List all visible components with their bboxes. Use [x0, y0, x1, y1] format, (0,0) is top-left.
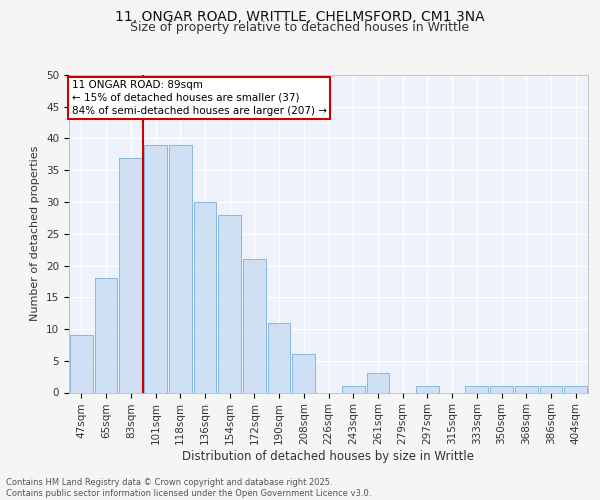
- Text: 11, ONGAR ROAD, WRITTLE, CHELMSFORD, CM1 3NA: 11, ONGAR ROAD, WRITTLE, CHELMSFORD, CM1…: [115, 10, 485, 24]
- Bar: [144, 145, 167, 392]
- Text: Contains HM Land Registry data © Crown copyright and database right 2025.
Contai: Contains HM Land Registry data © Crown c…: [6, 478, 371, 498]
- Bar: [268, 322, 290, 392]
- Bar: [564, 386, 587, 392]
- Bar: [367, 374, 389, 392]
- Bar: [95, 278, 118, 392]
- Bar: [342, 386, 365, 392]
- Bar: [119, 158, 142, 392]
- Bar: [292, 354, 315, 393]
- Bar: [416, 386, 439, 392]
- Bar: [218, 214, 241, 392]
- X-axis label: Distribution of detached houses by size in Writtle: Distribution of detached houses by size …: [182, 450, 475, 463]
- Bar: [515, 386, 538, 392]
- Text: Size of property relative to detached houses in Writtle: Size of property relative to detached ho…: [130, 21, 470, 34]
- Bar: [243, 259, 266, 392]
- Bar: [490, 386, 513, 392]
- Bar: [539, 386, 562, 392]
- Bar: [169, 145, 191, 392]
- Y-axis label: Number of detached properties: Number of detached properties: [31, 146, 40, 322]
- Bar: [194, 202, 216, 392]
- Bar: [70, 336, 93, 392]
- Bar: [466, 386, 488, 392]
- Text: 11 ONGAR ROAD: 89sqm
← 15% of detached houses are smaller (37)
84% of semi-detac: 11 ONGAR ROAD: 89sqm ← 15% of detached h…: [71, 80, 326, 116]
